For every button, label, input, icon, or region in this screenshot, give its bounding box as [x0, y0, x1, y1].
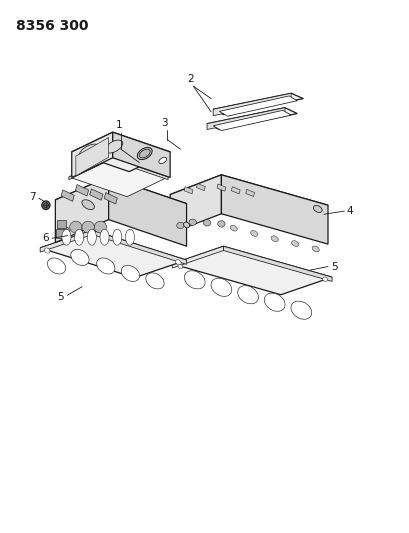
Polygon shape	[61, 190, 74, 201]
Polygon shape	[110, 157, 168, 180]
Ellipse shape	[44, 248, 50, 253]
Text: 2: 2	[187, 74, 193, 84]
Text: 5: 5	[57, 292, 63, 302]
Polygon shape	[223, 246, 331, 281]
Text: 3: 3	[161, 118, 168, 128]
Ellipse shape	[82, 200, 94, 209]
Ellipse shape	[94, 221, 106, 233]
Ellipse shape	[121, 265, 139, 281]
Polygon shape	[245, 189, 254, 197]
Polygon shape	[40, 230, 186, 278]
Polygon shape	[213, 110, 290, 131]
Ellipse shape	[71, 249, 89, 265]
Polygon shape	[172, 246, 223, 268]
Polygon shape	[213, 93, 303, 115]
Polygon shape	[219, 96, 297, 116]
Polygon shape	[170, 175, 221, 233]
Text: 5: 5	[330, 262, 337, 271]
Ellipse shape	[158, 157, 166, 164]
Polygon shape	[92, 230, 186, 264]
Polygon shape	[56, 220, 66, 228]
Ellipse shape	[105, 140, 122, 153]
Polygon shape	[108, 177, 186, 246]
Ellipse shape	[42, 201, 50, 209]
Ellipse shape	[211, 278, 231, 296]
Ellipse shape	[137, 148, 152, 159]
Ellipse shape	[87, 229, 96, 245]
Ellipse shape	[184, 271, 204, 289]
Ellipse shape	[229, 225, 237, 231]
Ellipse shape	[270, 236, 278, 241]
Text: 4: 4	[346, 206, 353, 216]
Text: 7: 7	[29, 192, 36, 201]
Polygon shape	[184, 187, 193, 194]
Ellipse shape	[70, 221, 82, 233]
Polygon shape	[112, 132, 170, 177]
Polygon shape	[221, 175, 327, 244]
Polygon shape	[207, 108, 284, 130]
Polygon shape	[104, 192, 117, 204]
Polygon shape	[216, 184, 225, 191]
Ellipse shape	[176, 222, 184, 229]
Text: 6: 6	[42, 233, 49, 243]
Ellipse shape	[79, 144, 99, 159]
Polygon shape	[55, 177, 108, 243]
Ellipse shape	[139, 149, 150, 158]
Ellipse shape	[264, 293, 284, 311]
Ellipse shape	[100, 229, 109, 245]
Polygon shape	[55, 177, 186, 227]
Polygon shape	[207, 108, 297, 130]
Ellipse shape	[43, 203, 48, 207]
Polygon shape	[56, 229, 65, 238]
Text: 8356 300: 8356 300	[16, 19, 89, 33]
Ellipse shape	[183, 222, 189, 228]
Ellipse shape	[189, 219, 196, 225]
Polygon shape	[196, 183, 205, 191]
Ellipse shape	[146, 273, 164, 289]
Ellipse shape	[217, 221, 225, 227]
Polygon shape	[231, 187, 240, 194]
Ellipse shape	[62, 229, 71, 245]
Polygon shape	[72, 132, 170, 172]
Polygon shape	[170, 175, 327, 225]
Text: 1: 1	[115, 119, 122, 130]
Ellipse shape	[74, 229, 83, 245]
Polygon shape	[75, 184, 88, 196]
Ellipse shape	[97, 258, 115, 274]
Polygon shape	[72, 132, 112, 177]
Ellipse shape	[47, 258, 65, 274]
Ellipse shape	[82, 221, 94, 233]
Ellipse shape	[125, 229, 134, 245]
Ellipse shape	[57, 226, 70, 238]
Ellipse shape	[178, 264, 182, 269]
Ellipse shape	[291, 241, 298, 246]
Ellipse shape	[290, 301, 311, 319]
Polygon shape	[40, 230, 92, 252]
Ellipse shape	[322, 277, 327, 281]
Ellipse shape	[175, 260, 181, 265]
Polygon shape	[213, 93, 290, 116]
Ellipse shape	[250, 231, 257, 236]
Polygon shape	[172, 246, 331, 295]
Polygon shape	[90, 189, 103, 200]
Ellipse shape	[203, 220, 210, 226]
Polygon shape	[76, 138, 108, 176]
Polygon shape	[69, 157, 110, 180]
Ellipse shape	[312, 205, 321, 213]
Ellipse shape	[237, 286, 258, 304]
Ellipse shape	[112, 229, 121, 245]
Ellipse shape	[311, 246, 319, 252]
Polygon shape	[69, 157, 168, 197]
